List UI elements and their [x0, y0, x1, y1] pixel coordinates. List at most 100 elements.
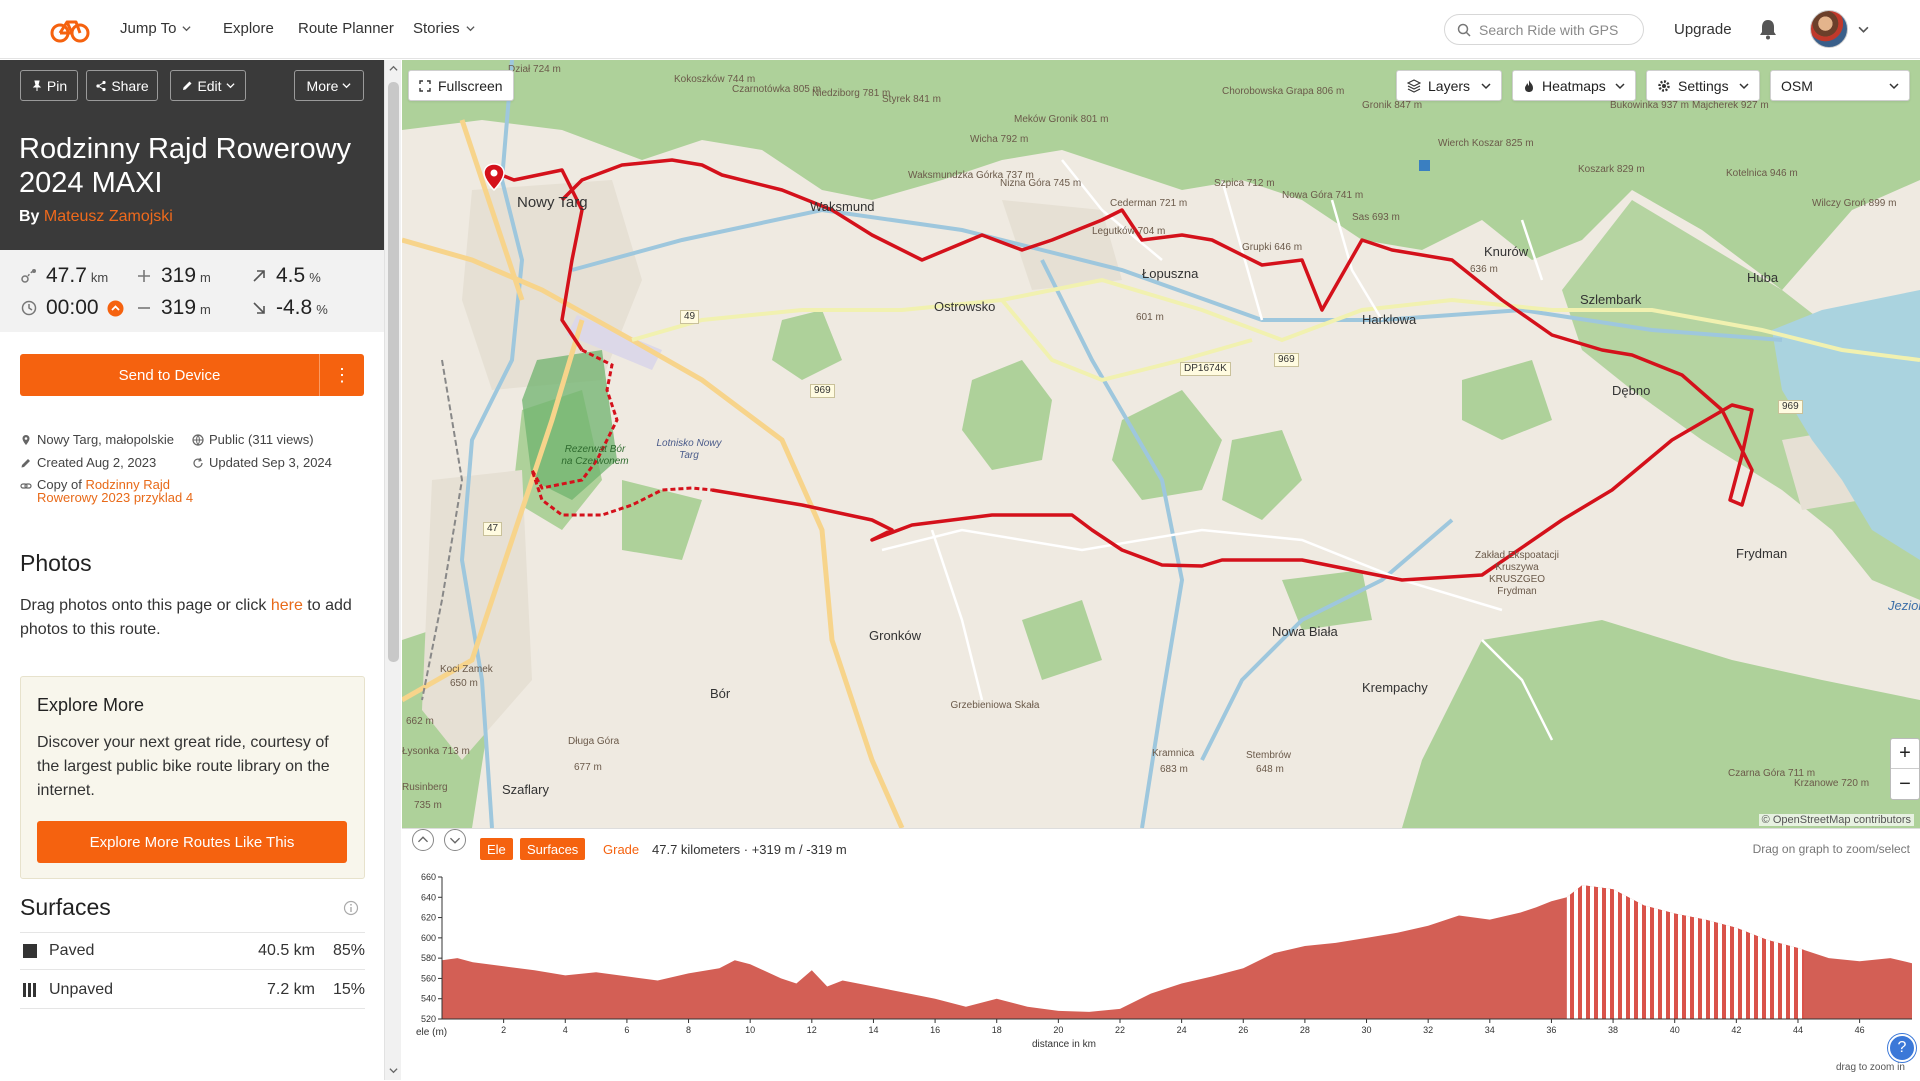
start-marker-icon — [483, 163, 505, 192]
x-tick-label: 28 — [1300, 1025, 1310, 1035]
tab-grade[interactable]: Grade — [603, 841, 640, 857]
pin-button[interactable]: Pin — [20, 70, 78, 101]
x-tick-label: 18 — [992, 1025, 1002, 1035]
map-label-lake: Jezior — [1888, 598, 1920, 613]
meta-updated: Updated Sep 3, 2024 — [192, 455, 332, 470]
map-peak-label: Łysonka 713 m — [402, 746, 470, 757]
map-road-shield: 969 — [810, 384, 835, 398]
map-road-shield: DP1674K — [1180, 362, 1231, 376]
y-tick-label: 660 — [421, 872, 436, 882]
nav-jump-to[interactable]: Jump To — [120, 20, 191, 37]
layers-dropdown[interactable]: Layers — [1396, 70, 1502, 101]
edit-label: Edit — [197, 77, 222, 94]
send-to-device-group: Send to Device ⋮ — [20, 354, 364, 396]
ridewithgps-logo-icon[interactable] — [50, 14, 90, 44]
unpaved-swatch — [23, 982, 37, 997]
map-attribution[interactable]: © OpenStreetMap contributors — [1758, 814, 1914, 826]
chevron-down-circle-icon[interactable] — [444, 829, 466, 851]
explore-text: Discover your next great ride, courtesy … — [37, 734, 330, 799]
updated-text: Updated Sep 3, 2024 — [209, 455, 332, 470]
map-label-place: Długa Góra — [568, 736, 620, 747]
top-navigation: Jump To Explore Route Planner Stories Up… — [0, 0, 1920, 59]
surface-km: 40.5 km — [258, 942, 315, 959]
heatmaps-dropdown[interactable]: Heatmaps — [1512, 70, 1636, 101]
search-box[interactable] — [1444, 14, 1644, 45]
send-options-button[interactable]: ⋮ — [333, 364, 351, 385]
gear-icon — [1658, 79, 1670, 92]
refresh-icon — [193, 457, 203, 468]
map-label-place: Rusinberg — [402, 782, 448, 793]
stat-ascent: 319 m — [135, 264, 211, 288]
info-icon[interactable] — [343, 900, 359, 916]
nav-explore[interactable]: Explore — [223, 20, 274, 37]
avatar[interactable] — [1810, 10, 1848, 48]
search-input[interactable] — [1479, 21, 1629, 38]
surface-pct: 15% — [332, 980, 365, 998]
copy-of-text: Copy of Rodzinny Rajd Rowerowy 2023 przy… — [37, 478, 200, 504]
explore-more-button[interactable]: Explore More Routes Like This — [37, 821, 347, 863]
surface-km: 7.2 km — [266, 980, 315, 998]
photos-add-link[interactable]: here — [270, 597, 303, 614]
x-tick-label: 10 — [745, 1025, 755, 1035]
help-button[interactable]: ? — [1888, 1034, 1916, 1062]
fullscreen-button[interactable]: Fullscreen — [408, 70, 514, 101]
map-peak-label: Meków Gronik 801 m — [1014, 114, 1109, 125]
elevation-panel: Ele Surfaces Grade 47.7 kilometers · +31… — [402, 828, 1920, 1080]
map-label-town: Frydman — [1736, 546, 1788, 561]
tab-surfaces[interactable]: Surfaces — [520, 838, 586, 860]
chevron-down-icon — [342, 83, 352, 89]
arrow-down-right-icon — [253, 302, 265, 314]
route-map[interactable]: Nowy Targ Waksmund Ostrowsko Łopuszna Ha… — [402, 60, 1920, 828]
sidebar-scrollbar[interactable] — [384, 60, 401, 1080]
chevron-up-circle-icon[interactable] — [412, 829, 434, 851]
x-tick-label: 24 — [1177, 1025, 1187, 1035]
send-to-device-button[interactable]: Send to Device — [20, 354, 320, 396]
nav-route-planner[interactable]: Route Planner — [298, 20, 394, 37]
zoom-out-button[interactable]: − — [1899, 772, 1911, 795]
edit-button[interactable]: Edit — [170, 70, 246, 101]
map-label-place: Koci Zamek — [440, 664, 493, 675]
map-peak-label: Wilczy Groń 899 m — [1812, 198, 1897, 209]
bell-icon[interactable] — [1758, 18, 1778, 40]
zoom-controls: + − — [1890, 738, 1920, 800]
basemap-label: OSM — [1781, 77, 1813, 94]
chevron-down-icon — [225, 83, 235, 89]
map-peak-label: Grupki 646 m — [1242, 242, 1303, 253]
nav-stories[interactable]: Stories — [413, 20, 475, 37]
y-tick-label: 580 — [421, 953, 436, 963]
author-link[interactable]: Mateusz Zamojski — [43, 208, 173, 225]
pencil-icon — [183, 81, 192, 90]
map-label-town: Bór — [710, 686, 731, 701]
copy-of-link[interactable]: Rodzinny Rajd Rowerowy 2023 przyklad 4 — [37, 477, 194, 505]
distance-value: 47.7 — [46, 264, 87, 287]
map-label-town: Huba — [1747, 270, 1779, 285]
chevron-up-circle-icon[interactable] — [107, 300, 124, 317]
map-road-shield: 969 — [1274, 353, 1299, 367]
basemap-select[interactable]: OSM — [1770, 70, 1910, 101]
grade-down-value: -4.8 — [276, 296, 313, 319]
chevron-down-icon — [182, 26, 191, 32]
meta-location: Nowy Targ, małopolskie — [20, 432, 174, 447]
scroll-down-arrow-icon[interactable] — [389, 1066, 398, 1075]
share-button[interactable]: Share — [86, 70, 158, 101]
more-button[interactable]: More — [294, 70, 364, 101]
x-tick-label: 20 — [1053, 1025, 1063, 1035]
x-tick-label: 38 — [1608, 1025, 1618, 1035]
upgrade-link[interactable]: Upgrade — [1674, 21, 1732, 38]
elevation-area — [442, 885, 1912, 1019]
x-tick-label: 2 — [501, 1025, 506, 1035]
tab-elevation[interactable]: Ele — [480, 838, 513, 860]
map-peak-label: Gronik 847 m — [1362, 100, 1423, 111]
ascent-unit: m — [200, 270, 211, 285]
scrollbar-thumb[interactable] — [388, 82, 399, 662]
map-peak-label: Legutków 704 m — [1092, 226, 1166, 237]
time-value: 00:00 — [46, 296, 99, 319]
share-icon — [96, 80, 106, 91]
scroll-up-arrow-icon[interactable] — [389, 64, 398, 73]
route-stats: 47.7 km 319 m 4.5 % 00:00 319 m -4.8 % — [0, 250, 384, 332]
chevron-down-icon[interactable] — [1858, 24, 1869, 35]
zoom-in-button[interactable]: + — [1891, 739, 1919, 769]
y-tick-label: 600 — [421, 933, 436, 943]
settings-dropdown[interactable]: Settings — [1646, 70, 1760, 101]
